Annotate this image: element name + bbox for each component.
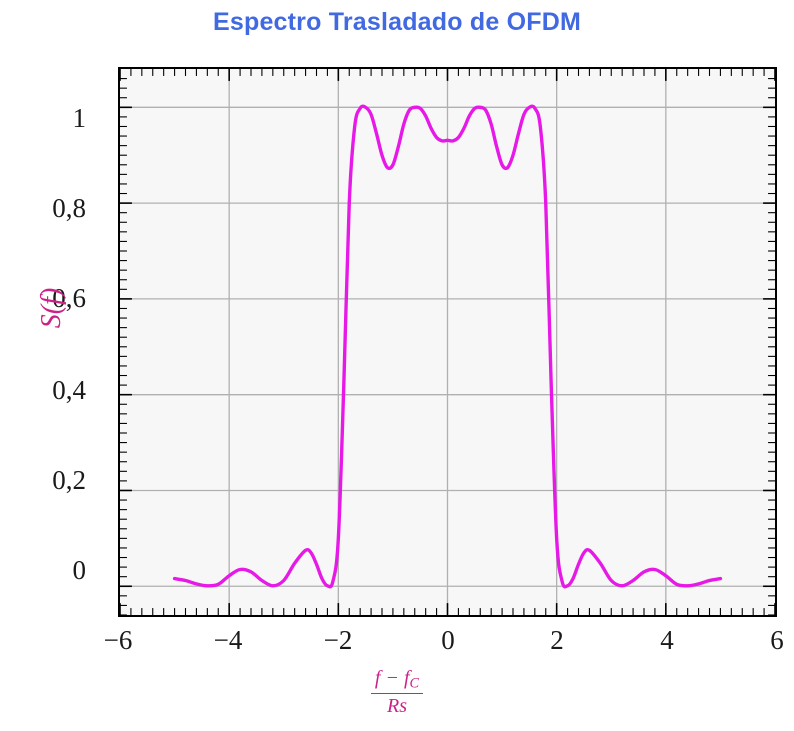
y-tick-label-0_6: 0,6 [52,283,86,313]
x-tick-label-4: 4 [660,625,674,655]
x-axis-label-fraction: f − fC Rs [370,667,424,717]
chart-title: Espectro Trasladado de OFDM [213,8,581,36]
x-axis-label: f − fC Rs [0,667,794,717]
y-tick-label-0_4: 0,4 [52,375,86,405]
x-axis-label-numerator-subscript: C [409,675,420,692]
x-axis-label-numerator: f − fC [370,667,424,694]
x-tick-label-0: 0 [441,625,455,655]
x-tick-label-2: 2 [550,625,564,655]
plot-canvas [120,69,775,615]
x-tick-label--4: −4 [213,625,243,655]
x-axis-label-denominator: Rs [387,694,407,717]
x-axis-label-numerator-text: f − f [374,667,410,689]
axis-ticks [120,69,775,615]
x-tick-label-6: 6 [770,625,784,655]
y-tick-label-0_8: 0,8 [52,193,86,223]
y-tick-label-0: 0 [72,555,87,585]
y-tick-label-0_2: 0,2 [52,465,86,495]
y-tick-label-1: 1 [72,103,87,133]
grid-lines [120,69,775,615]
x-tick-label--2: −2 [323,625,353,655]
plot-area [118,67,777,617]
data-series-line [172,104,723,589]
y-axis-label: S(f) [36,287,67,329]
x-tick-label--6: −6 [103,625,133,655]
